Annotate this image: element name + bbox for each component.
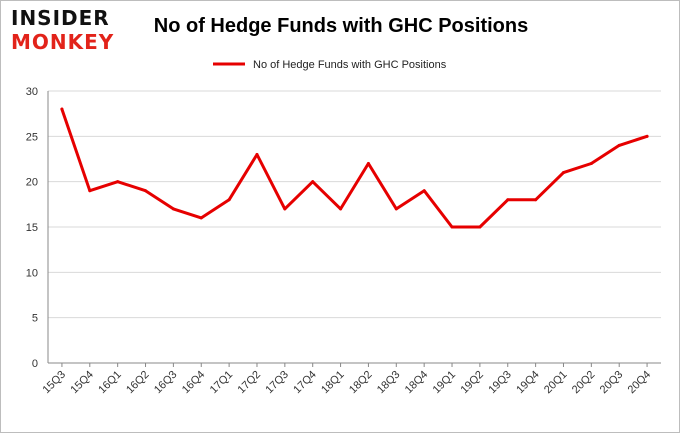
data-point [450,225,454,229]
x-tick-label: 17Q1 [208,369,236,397]
data-point [534,198,538,202]
data-point [255,152,259,156]
x-tick-label: 20Q4 [626,369,654,397]
x-tick-label: 16Q1 [96,369,124,397]
x-tick-label: 18Q3 [375,369,403,397]
x-tick-label: 15Q4 [68,369,96,397]
insider-monkey-logo: INSIDER MONKEY [11,7,129,57]
data-point [478,225,482,229]
data-point [116,180,120,184]
data-point [311,180,315,184]
data-point [60,107,64,111]
x-tick-label: 17Q3 [263,369,291,397]
x-tick-label: 16Q2 [124,369,152,397]
x-tick-labels: 15Q3 15Q4 16Q1 16Q2 16Q3 16Q4 17Q1 17Q2 17Q3 17Q4… [41,369,654,397]
y-tick-label: 20 [26,177,38,189]
logo-line-1: INSIDER [11,6,110,30]
x-tick-label: 20Q1 [542,369,570,397]
x-tick-label: 17Q2 [236,369,264,397]
chart-title: No of Hedge Funds with GHC Positions [153,15,529,37]
data-point [645,134,649,138]
data-point [366,162,370,166]
data-point [227,198,231,202]
logo-line-2: MONKEY [11,30,115,54]
series-layer [60,107,649,229]
x-tick-label: 20Q2 [570,369,598,397]
x-tick-label: 18Q1 [319,369,347,397]
data-point [144,189,148,193]
series-line [60,107,649,229]
x-tick-label: 19Q1 [431,369,459,397]
y-tick-label: 10 [26,267,38,279]
legend: No of Hedge Funds with GHC Positions [213,59,447,71]
data-point [283,207,287,211]
data-point [561,171,565,175]
x-tick-label: 19Q3 [486,369,514,397]
x-tick-label: 18Q2 [347,369,375,397]
grid-lines [48,90,661,364]
data-point [199,216,203,220]
data-point [339,207,343,211]
x-tick-label: 19Q4 [514,369,542,397]
y-tick-labels: 0 5 10 15 20 25 30 [26,86,38,370]
y-tick-label: 30 [26,86,38,98]
x-tick-label: 16Q4 [180,369,208,397]
data-point [589,162,593,166]
data-point [88,189,92,193]
y-tick-label: 25 [26,131,38,143]
y-tick-label: 15 [26,222,38,234]
data-point [394,207,398,211]
x-tick-label: 15Q3 [41,369,69,397]
axes [47,91,661,367]
x-tick-label: 16Q3 [152,369,180,397]
x-tick-label: 17Q4 [291,369,319,397]
data-point [617,143,621,147]
x-tick-label: 19Q2 [458,369,486,397]
x-tick-label: 18Q4 [403,369,431,397]
y-tick-label: 0 [32,358,38,370]
y-tick-label: 5 [32,313,38,325]
data-point [506,198,510,202]
x-tick-label: 20Q3 [598,369,626,397]
legend-label: No of Hedge Funds with GHC Positions [253,59,447,71]
data-point [422,189,426,193]
data-point [171,207,175,211]
